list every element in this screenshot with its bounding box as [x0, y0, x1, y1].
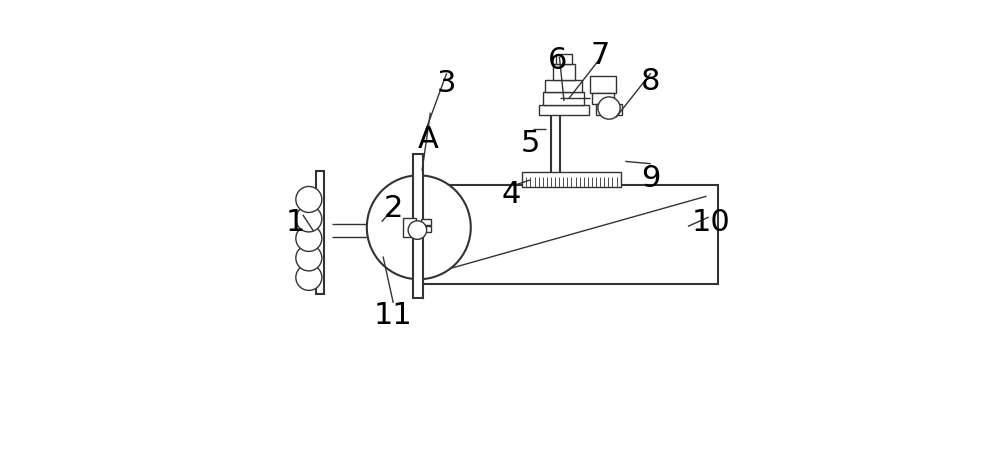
- Bar: [543, 93, 584, 106]
- Bar: [316, 171, 324, 294]
- Text: 10: 10: [692, 208, 730, 237]
- Circle shape: [598, 98, 620, 120]
- Text: 9: 9: [641, 164, 660, 193]
- Bar: [545, 81, 582, 93]
- Bar: [423, 185, 718, 285]
- Circle shape: [296, 226, 322, 252]
- Circle shape: [296, 187, 322, 213]
- Text: 4: 4: [502, 180, 521, 209]
- Text: 2: 2: [384, 194, 403, 223]
- Bar: [403, 218, 416, 238]
- Text: 11: 11: [374, 300, 413, 329]
- Circle shape: [367, 176, 471, 280]
- Text: 6: 6: [548, 46, 568, 75]
- Circle shape: [296, 206, 322, 232]
- Bar: [553, 65, 575, 81]
- Text: 5: 5: [520, 129, 540, 158]
- Circle shape: [296, 265, 322, 291]
- Text: 7: 7: [590, 41, 609, 70]
- Circle shape: [408, 221, 427, 240]
- Circle shape: [296, 245, 322, 271]
- Bar: [592, 94, 614, 105]
- Text: 1: 1: [286, 208, 306, 237]
- Bar: [413, 155, 423, 299]
- Bar: [556, 55, 572, 65]
- Bar: [421, 219, 431, 225]
- Text: 8: 8: [641, 67, 661, 95]
- Bar: [522, 173, 621, 188]
- Bar: [539, 106, 589, 116]
- Text: A: A: [418, 125, 439, 153]
- Bar: [421, 226, 431, 232]
- Bar: [596, 105, 622, 116]
- Bar: [590, 76, 616, 94]
- Text: 3: 3: [437, 69, 456, 98]
